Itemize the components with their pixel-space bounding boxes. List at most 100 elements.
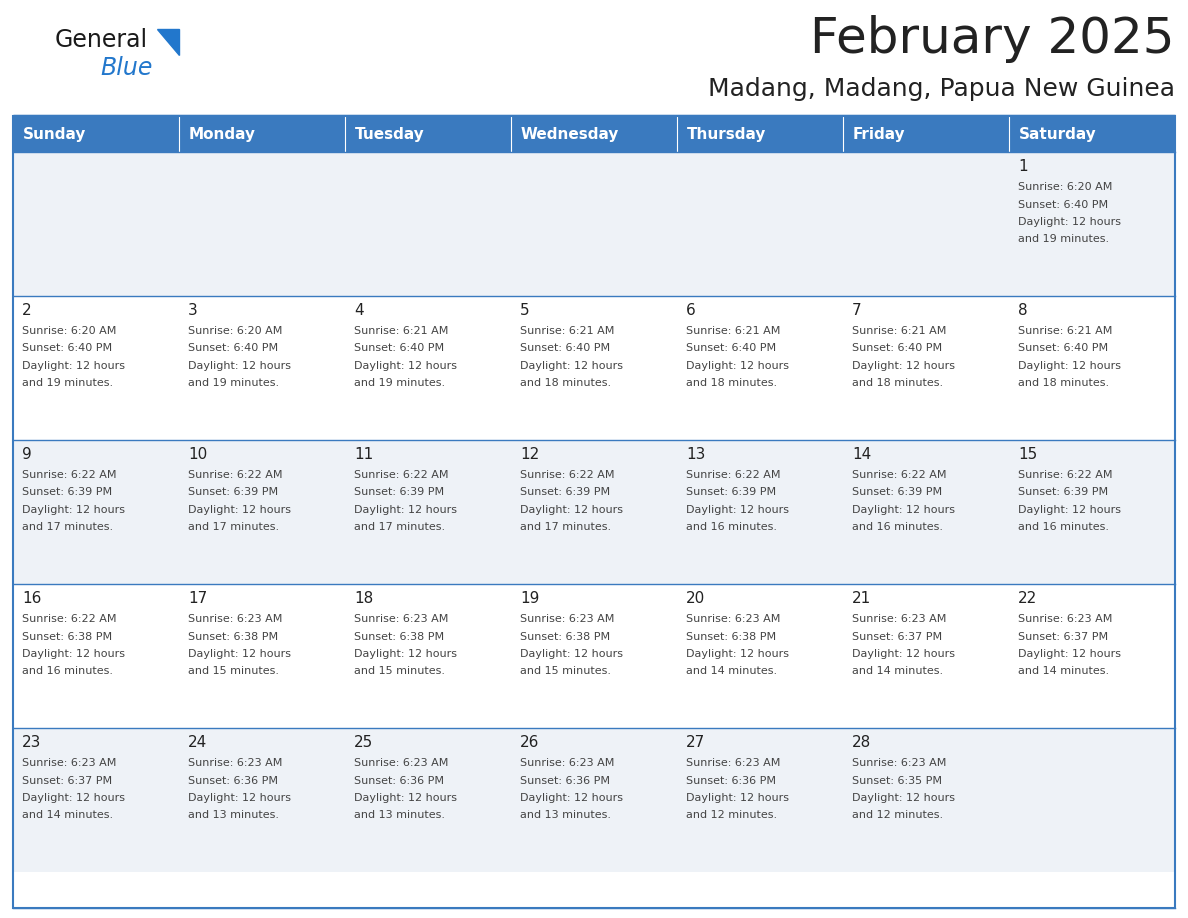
Text: Sunset: 6:40 PM: Sunset: 6:40 PM — [520, 343, 611, 353]
Text: Daylight: 12 hours: Daylight: 12 hours — [23, 361, 125, 371]
Text: Daylight: 12 hours: Daylight: 12 hours — [23, 793, 125, 803]
Bar — [13, 116, 179, 152]
Text: Sunset: 6:36 PM: Sunset: 6:36 PM — [685, 776, 776, 786]
Text: Saturday: Saturday — [1019, 127, 1097, 141]
Text: 9: 9 — [23, 447, 32, 462]
Text: Daylight: 12 hours: Daylight: 12 hours — [188, 505, 291, 515]
Text: and 13 minutes.: and 13 minutes. — [354, 811, 446, 821]
Text: Sunrise: 6:23 AM: Sunrise: 6:23 AM — [852, 758, 947, 768]
Text: Sunrise: 6:23 AM: Sunrise: 6:23 AM — [23, 758, 116, 768]
Text: Sunset: 6:38 PM: Sunset: 6:38 PM — [685, 632, 776, 642]
Text: Sunrise: 6:23 AM: Sunrise: 6:23 AM — [520, 614, 614, 624]
Text: 25: 25 — [354, 735, 373, 750]
Text: 19: 19 — [520, 591, 539, 606]
Text: Sunrise: 6:21 AM: Sunrise: 6:21 AM — [520, 326, 614, 336]
Text: Sunset: 6:36 PM: Sunset: 6:36 PM — [188, 776, 278, 786]
Text: and 18 minutes.: and 18 minutes. — [852, 378, 943, 388]
Text: 1: 1 — [1018, 159, 1028, 174]
Text: Daylight: 12 hours: Daylight: 12 hours — [520, 361, 623, 371]
Text: Sunday: Sunday — [23, 127, 87, 141]
Text: and 12 minutes.: and 12 minutes. — [852, 811, 943, 821]
Text: 11: 11 — [354, 447, 373, 462]
Text: Daylight: 12 hours: Daylight: 12 hours — [685, 649, 789, 659]
Text: and 18 minutes.: and 18 minutes. — [1018, 378, 1110, 388]
Text: Daylight: 12 hours: Daylight: 12 hours — [852, 649, 955, 659]
Bar — [1009, 116, 1175, 152]
Text: and 16 minutes.: and 16 minutes. — [852, 522, 943, 532]
Text: 23: 23 — [23, 735, 42, 750]
Text: 12: 12 — [520, 447, 539, 462]
Bar — [511, 116, 677, 152]
Text: Sunrise: 6:21 AM: Sunrise: 6:21 AM — [1018, 326, 1112, 336]
Text: Sunrise: 6:20 AM: Sunrise: 6:20 AM — [1018, 182, 1112, 192]
Text: and 14 minutes.: and 14 minutes. — [1018, 666, 1110, 677]
Text: Sunset: 6:36 PM: Sunset: 6:36 PM — [520, 776, 609, 786]
Text: Daylight: 12 hours: Daylight: 12 hours — [1018, 217, 1121, 227]
Text: Daylight: 12 hours: Daylight: 12 hours — [1018, 361, 1121, 371]
Text: Daylight: 12 hours: Daylight: 12 hours — [188, 649, 291, 659]
Text: and 19 minutes.: and 19 minutes. — [354, 378, 446, 388]
Text: Sunset: 6:39 PM: Sunset: 6:39 PM — [852, 487, 942, 498]
Text: Sunrise: 6:23 AM: Sunrise: 6:23 AM — [188, 614, 283, 624]
Text: Sunset: 6:35 PM: Sunset: 6:35 PM — [852, 776, 942, 786]
Text: 14: 14 — [852, 447, 871, 462]
Text: Daylight: 12 hours: Daylight: 12 hours — [1018, 649, 1121, 659]
Text: General: General — [55, 28, 148, 52]
Text: Sunrise: 6:23 AM: Sunrise: 6:23 AM — [852, 614, 947, 624]
Bar — [677, 116, 843, 152]
Text: and 15 minutes.: and 15 minutes. — [188, 666, 279, 677]
Text: Sunset: 6:39 PM: Sunset: 6:39 PM — [354, 487, 444, 498]
Text: 26: 26 — [520, 735, 539, 750]
Text: Sunset: 6:37 PM: Sunset: 6:37 PM — [23, 776, 112, 786]
Text: 7: 7 — [852, 303, 861, 318]
Text: and 15 minutes.: and 15 minutes. — [354, 666, 446, 677]
Text: Sunset: 6:39 PM: Sunset: 6:39 PM — [685, 487, 776, 498]
Text: Sunrise: 6:23 AM: Sunrise: 6:23 AM — [354, 758, 448, 768]
Text: and 17 minutes.: and 17 minutes. — [354, 522, 446, 532]
Bar — [843, 116, 1009, 152]
Polygon shape — [157, 29, 179, 55]
Text: 16: 16 — [23, 591, 42, 606]
Text: Daylight: 12 hours: Daylight: 12 hours — [354, 505, 457, 515]
Text: and 19 minutes.: and 19 minutes. — [188, 378, 279, 388]
Bar — [179, 116, 345, 152]
Bar — [13, 440, 1175, 584]
Text: Sunrise: 6:22 AM: Sunrise: 6:22 AM — [852, 470, 947, 480]
Text: Sunset: 6:37 PM: Sunset: 6:37 PM — [852, 632, 942, 642]
Text: 15: 15 — [1018, 447, 1037, 462]
Text: Sunrise: 6:20 AM: Sunrise: 6:20 AM — [188, 326, 283, 336]
Text: and 17 minutes.: and 17 minutes. — [520, 522, 611, 532]
Text: Daylight: 12 hours: Daylight: 12 hours — [852, 505, 955, 515]
Text: Thursday: Thursday — [687, 127, 766, 141]
Text: Madang, Madang, Papua New Guinea: Madang, Madang, Papua New Guinea — [708, 77, 1175, 101]
Text: Sunrise: 6:23 AM: Sunrise: 6:23 AM — [685, 614, 781, 624]
Text: Daylight: 12 hours: Daylight: 12 hours — [23, 505, 125, 515]
Text: 22: 22 — [1018, 591, 1037, 606]
Text: 13: 13 — [685, 447, 706, 462]
Text: and 19 minutes.: and 19 minutes. — [1018, 234, 1110, 244]
Text: and 19 minutes.: and 19 minutes. — [23, 378, 113, 388]
Text: Sunrise: 6:23 AM: Sunrise: 6:23 AM — [520, 758, 614, 768]
Text: Sunrise: 6:22 AM: Sunrise: 6:22 AM — [1018, 470, 1112, 480]
Text: and 16 minutes.: and 16 minutes. — [1018, 522, 1110, 532]
Text: and 13 minutes.: and 13 minutes. — [188, 811, 279, 821]
Bar — [13, 584, 1175, 728]
Text: 4: 4 — [354, 303, 364, 318]
Text: and 17 minutes.: and 17 minutes. — [23, 522, 113, 532]
Text: Sunrise: 6:23 AM: Sunrise: 6:23 AM — [1018, 614, 1112, 624]
Text: 8: 8 — [1018, 303, 1028, 318]
Bar — [13, 152, 1175, 296]
Text: and 17 minutes.: and 17 minutes. — [188, 522, 279, 532]
Bar — [13, 296, 1175, 440]
Text: and 14 minutes.: and 14 minutes. — [685, 666, 777, 677]
Text: Daylight: 12 hours: Daylight: 12 hours — [852, 361, 955, 371]
Text: Daylight: 12 hours: Daylight: 12 hours — [354, 793, 457, 803]
Text: 21: 21 — [852, 591, 871, 606]
Text: Sunrise: 6:23 AM: Sunrise: 6:23 AM — [685, 758, 781, 768]
Text: Sunset: 6:39 PM: Sunset: 6:39 PM — [520, 487, 611, 498]
Text: Monday: Monday — [189, 127, 255, 141]
Text: Sunset: 6:40 PM: Sunset: 6:40 PM — [1018, 343, 1108, 353]
Text: Sunrise: 6:23 AM: Sunrise: 6:23 AM — [354, 614, 448, 624]
Text: 28: 28 — [852, 735, 871, 750]
Text: 18: 18 — [354, 591, 373, 606]
